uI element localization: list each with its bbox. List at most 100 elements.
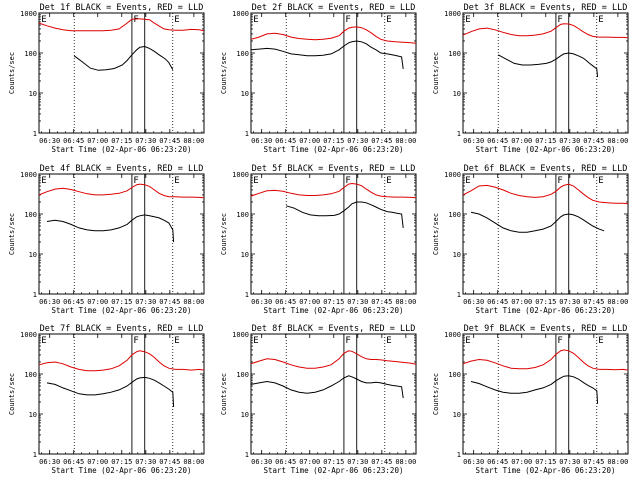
x-tick-label: 06:30 [463,137,484,145]
marker-label: E [253,336,258,346]
marker-label: F [133,336,138,346]
y-tick-label: 10 [453,90,461,98]
y-tick-label: 100 [236,371,249,379]
y-tick-label: 10 [241,251,249,259]
panel-5: Det 5f BLACK = Events, RED = LLD 1 10 100 10… [220,164,417,315]
x-tick-label: 07:30 [347,137,368,145]
y-axis-title: Counts/sec [432,213,440,255]
x-axis-title: Start Time (02-Apr-06 06:23:20) [52,306,192,315]
panel-title: Det 2f BLACK = Events, RED = LLD [252,3,416,13]
y-tick-label: 1000 [444,171,461,179]
y-tick-label: 100 [448,211,461,219]
marker-label: F [345,336,350,346]
marker-label: F [133,176,138,186]
y-axis-title: Counts/sec [432,373,440,415]
events-series-line [470,211,605,233]
x-tick-label: 06:45 [275,298,296,306]
events-series-line [73,45,174,71]
x-tick-label: 07:00 [299,137,320,145]
x-tick-label: 07:30 [559,298,580,306]
x-tick-label: 08:00 [395,137,416,145]
x-tick-label: 06:45 [275,137,296,145]
x-tick-label: 07:45 [159,298,180,306]
y-tick-label: 1000 [444,331,461,339]
events-series-line [46,214,175,243]
plot-frame [462,333,629,455]
panel-title: Det 9f BLACK = Events, RED = LLD [464,324,628,334]
x-tick-label: 08:00 [607,298,628,306]
marker-label: E [41,176,46,186]
x-tick-label: 06:45 [487,298,508,306]
marker-label: E [174,336,179,346]
x-tick-label: 07:15 [111,458,132,466]
x-tick-label: 07:45 [583,137,604,145]
x-tick-label: 07:15 [535,137,556,145]
x-tick-label: 07:00 [299,458,320,466]
y-tick-label: 1 [457,451,461,459]
x-tick-label: 07:45 [371,298,392,306]
lld-series-line [462,349,629,371]
panel-3: Det 3f BLACK = Events, RED = LLD 1 10 100 10… [432,3,629,154]
x-tick-label: 07:30 [347,458,368,466]
panel-title: Det 7f BLACK = Events, RED = LLD [40,324,204,334]
x-tick-label: 08:00 [395,458,416,466]
panel-6: Det 6f BLACK = Events, RED = LLD 1 10 100 10… [432,164,629,315]
y-tick-label: 10 [241,90,249,98]
events-series-line [250,40,404,69]
y-tick-label: 1000 [232,331,249,339]
events-series-line [497,52,599,78]
lld-series-line [250,182,417,199]
y-tick-label: 1 [457,291,461,299]
panel-9: Det 9f BLACK = Events, RED = LLD 1 10 100 10… [432,324,629,475]
x-tick-label: 08:00 [607,137,628,145]
x-axis-title: Start Time (02-Apr-06 06:23:20) [476,145,616,154]
y-tick-label: 100 [24,211,37,219]
x-tick-label: 06:30 [463,298,484,306]
x-tick-label: 06:30 [39,298,60,306]
marker-label: F [345,176,350,186]
lld-series-line [38,18,205,32]
x-tick-label: 07:15 [535,298,556,306]
y-axis-title: Counts/sec [8,213,16,255]
y-axis-title: Counts/sec [220,52,228,94]
y-tick-label: 1 [245,451,249,459]
panel-title: Det 1f BLACK = Events, RED = LLD [40,3,204,13]
x-tick-label: 07:15 [535,458,556,466]
y-axis-title: Counts/sec [432,52,440,94]
x-tick-label: 08:00 [183,458,204,466]
panel-2: Det 2f BLACK = Events, RED = LLD 1 10 100 10… [220,3,417,154]
x-axis-title: Start Time (02-Apr-06 06:23:20) [52,466,192,475]
marker-label: E [253,15,258,25]
panel-title: Det 6f BLACK = Events, RED = LLD [464,164,628,174]
panel-7: Det 7f BLACK = Events, RED = LLD 1 10 100 10… [8,324,205,475]
marker-label: F [345,15,350,25]
y-tick-label: 1 [33,291,37,299]
marker-label: E [253,176,258,186]
panel-title: Det 8f BLACK = Events, RED = LLD [252,324,416,334]
x-tick-label: 07:30 [135,458,156,466]
x-tick-label: 07:45 [159,137,180,145]
marker-label: E [174,15,179,25]
x-tick-label: 08:00 [183,298,204,306]
marker-label: E [598,176,603,186]
x-tick-label: 07:15 [323,137,344,145]
y-tick-label: 100 [236,50,249,58]
plot-frame [250,12,417,134]
marker-label: F [557,336,562,346]
x-tick-label: 07:00 [299,298,320,306]
x-tick-label: 07:30 [135,137,156,145]
panel-title: Det 4f BLACK = Events, RED = LLD [40,164,204,174]
events-series-line [46,376,175,408]
x-tick-label: 06:30 [251,458,272,466]
y-tick-label: 1000 [444,10,461,18]
marker-label: E [465,15,470,25]
plot-frame [462,173,629,295]
y-tick-label: 100 [236,211,249,219]
plot-frame [38,173,205,295]
y-axis-title: Counts/sec [220,373,228,415]
x-tick-label: 06:45 [487,137,508,145]
y-tick-label: 10 [453,411,461,419]
x-tick-label: 06:30 [251,298,272,306]
y-tick-label: 10 [29,90,37,98]
